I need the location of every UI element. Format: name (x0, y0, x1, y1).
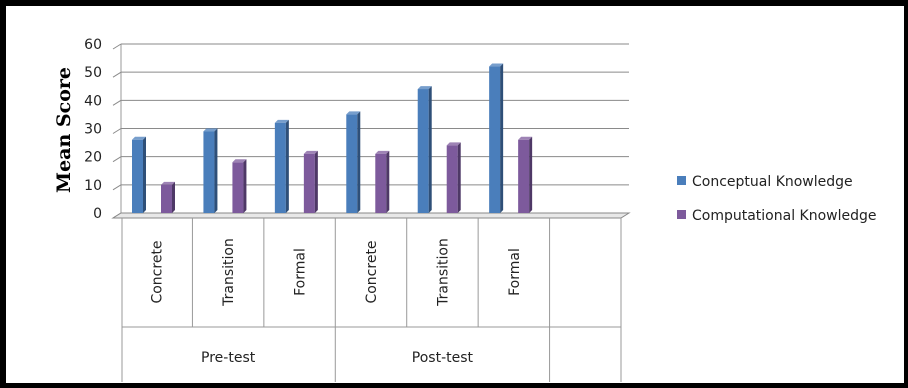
bar-side (143, 136, 146, 213)
bar-face (375, 153, 387, 213)
bar-computational-5 (446, 142, 461, 213)
bar-face (303, 153, 315, 213)
x-tick-label: Transition (435, 238, 451, 307)
legend-item: Conceptual Knowledge (677, 174, 853, 190)
bar-top (161, 181, 175, 185)
bar-face (232, 162, 244, 213)
gridline-depth (112, 71, 122, 78)
bar-conceptual-3 (274, 119, 289, 213)
x-group-label: Post-test (412, 350, 474, 366)
bar-side (285, 119, 289, 213)
bar-top (132, 136, 146, 140)
legend-swatch (677, 176, 686, 185)
gridline-depth (112, 128, 122, 134)
bar-computational-2 (232, 159, 247, 213)
bar-side (457, 142, 461, 213)
y-tick-label: 30 (84, 122, 102, 138)
bar-top (417, 86, 432, 90)
x-tick-label: Formal (293, 248, 309, 296)
bar-top (203, 128, 218, 132)
legend-item: Computational Knowledge (677, 208, 877, 224)
bar-side (214, 128, 218, 213)
gridline-depth (112, 156, 122, 163)
x-tick-label: Concrete (364, 240, 380, 303)
bar-side (243, 159, 247, 213)
bar-face (489, 66, 501, 214)
bar-computational-6 (518, 136, 533, 213)
y-axis-label: Mean Score (53, 67, 75, 193)
gridline-depth (112, 43, 122, 50)
bar-side (386, 150, 390, 213)
x-group-label: Pre-test (201, 350, 256, 366)
bar-conceptual-6 (489, 63, 504, 214)
y-tick-label: 60 (84, 37, 102, 53)
grid-lines (111, 43, 631, 219)
y-axis-ticks: 0 10 20 30 40 50 60 (84, 37, 102, 222)
bar-top (274, 119, 289, 123)
bar-conceptual-2 (203, 128, 218, 213)
bar-computational-4 (375, 150, 390, 213)
bar-face (417, 89, 429, 213)
bar-computational-1 (161, 181, 175, 213)
bar-side (314, 150, 318, 213)
bar-top (375, 150, 390, 154)
y-tick-label: 40 (84, 93, 102, 109)
gridline-depth (112, 99, 122, 106)
bar-side (172, 181, 175, 213)
bar-top (346, 111, 361, 115)
bar-top (232, 159, 247, 163)
bar-face (203, 131, 215, 213)
bar-face (274, 122, 286, 213)
x-axis: Concrete Transition Formal Concrete Transiti… (121, 218, 622, 382)
legend: Conceptual Knowledge Computational Knowle… (677, 174, 877, 224)
legend-label: Conceptual Knowledge (692, 174, 853, 190)
bar-face (518, 139, 530, 213)
bar-conceptual-5 (417, 86, 432, 213)
x-tick-label: Transition (221, 238, 237, 307)
bar-conceptual-4 (346, 111, 361, 213)
bar-face (132, 139, 143, 213)
x-tick-label: Formal (507, 248, 523, 296)
bar-top (518, 136, 533, 140)
bar-top (489, 63, 504, 67)
bar-side (500, 63, 504, 214)
bar-side (529, 136, 533, 213)
y-tick-label: 0 (93, 206, 102, 222)
bar-face (346, 114, 358, 213)
bar-side (428, 86, 432, 213)
bar-top (446, 142, 461, 146)
bar-side (357, 111, 361, 213)
legend-label: Computational Knowledge (692, 208, 877, 224)
legend-swatch (677, 210, 686, 219)
bar-computational-3 (303, 150, 318, 213)
y-tick-label: 10 (84, 178, 102, 194)
x-tick-label: Concrete (150, 240, 166, 303)
bar-face (446, 145, 458, 213)
bar-top (303, 150, 318, 154)
gridline-depth (112, 184, 122, 191)
bar-series (132, 63, 533, 214)
plot-floor (111, 212, 631, 219)
y-tick-label: 20 (84, 150, 102, 166)
y-tick-label: 50 (84, 65, 102, 81)
bar-face (161, 184, 172, 213)
bar-conceptual-1 (132, 136, 146, 213)
